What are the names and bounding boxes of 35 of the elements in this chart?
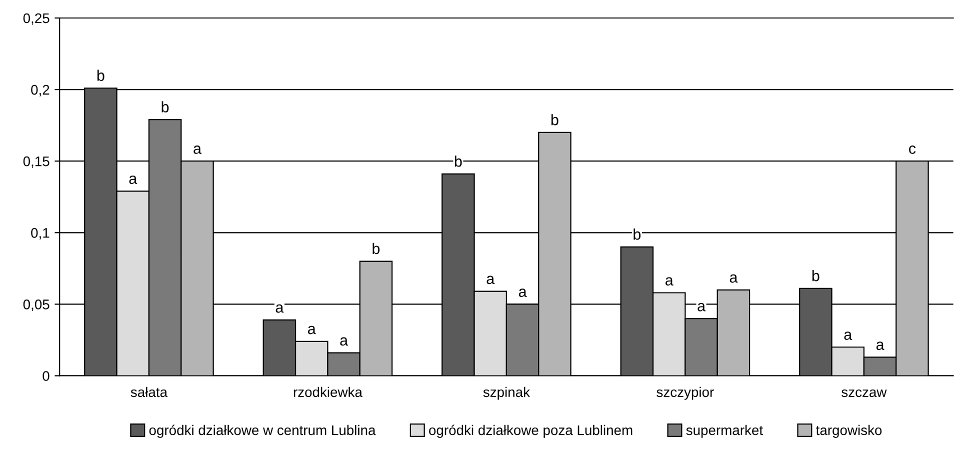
data-label: b	[812, 270, 820, 282]
legend-label: ogródki działkowe w centrum Lublina	[149, 424, 376, 438]
data-label: b	[372, 242, 380, 254]
x-tick-label: szczaw	[842, 389, 887, 398]
data-label: a	[730, 274, 738, 283]
x-tick-label: rzodkiewka	[294, 386, 362, 398]
data-label: a	[844, 332, 852, 340]
data-label: b	[454, 156, 462, 167]
data-label: c	[909, 146, 916, 154]
data-label: a	[129, 176, 138, 184]
y-tick-label: 0,2	[31, 84, 50, 96]
legend-label: targowisko	[816, 424, 882, 438]
legend-label: supermarket	[686, 424, 763, 438]
x-tick-label: sałata	[130, 386, 168, 398]
data-label: a	[194, 146, 202, 154]
data-label: a	[308, 326, 316, 334]
y-tick-label: 0,25	[23, 13, 50, 25]
data-label: a	[666, 277, 674, 286]
data-label: b	[634, 228, 641, 240]
y-tick-label: 0,1	[31, 228, 50, 240]
data-label: a	[340, 337, 348, 346]
x-tick-label: szczypior	[656, 386, 714, 400]
data-label: b	[551, 114, 558, 126]
data-label: a	[518, 288, 527, 298]
y-tick-label: 0,15	[23, 156, 50, 168]
y-tick-label: 0	[42, 371, 50, 381]
data-label: a	[876, 342, 884, 350]
x-tick-label: szpinak	[483, 386, 530, 400]
data-label: b	[162, 101, 169, 112]
data-label: b	[97, 70, 104, 81]
data-label: a	[276, 304, 284, 313]
data-label: a	[698, 302, 706, 312]
y-tick-label: 0,05	[23, 300, 50, 312]
legend-label: ogródki działkowe poza Lublinem	[429, 424, 632, 438]
data-label: a	[486, 276, 495, 284]
